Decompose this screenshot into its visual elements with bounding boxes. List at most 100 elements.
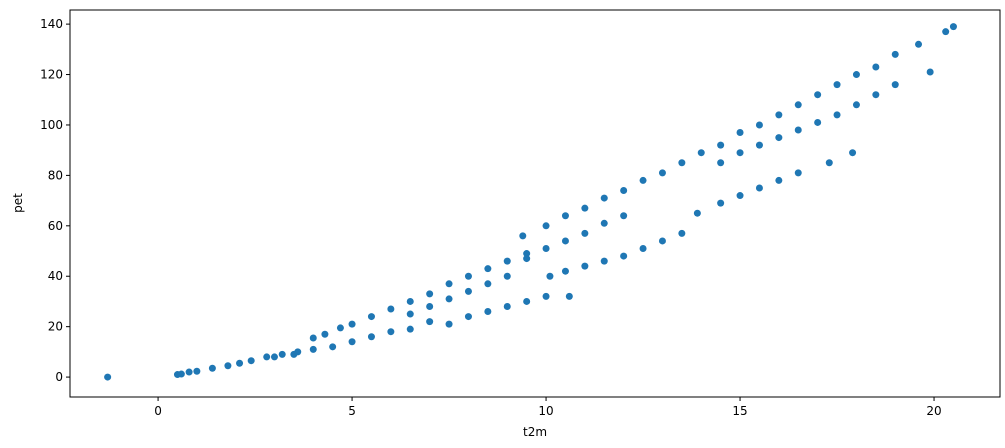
point bbox=[270, 353, 278, 361]
point bbox=[367, 313, 375, 321]
point bbox=[717, 199, 725, 207]
point bbox=[464, 313, 472, 321]
point bbox=[367, 333, 375, 341]
point bbox=[193, 367, 201, 375]
point bbox=[290, 350, 298, 358]
point bbox=[336, 324, 344, 332]
point bbox=[620, 187, 628, 195]
point bbox=[104, 373, 112, 381]
point bbox=[775, 176, 783, 184]
point bbox=[658, 237, 666, 245]
point bbox=[236, 359, 244, 367]
point bbox=[736, 129, 744, 137]
point bbox=[717, 141, 725, 149]
point bbox=[581, 262, 589, 270]
point bbox=[600, 257, 608, 265]
point bbox=[561, 267, 569, 275]
point bbox=[697, 149, 705, 157]
y-tick-label: 20 bbox=[48, 320, 63, 334]
point bbox=[484, 280, 492, 288]
point bbox=[775, 111, 783, 119]
point bbox=[484, 265, 492, 273]
y-tick-label: 120 bbox=[40, 68, 63, 82]
point bbox=[208, 364, 216, 372]
point bbox=[177, 370, 185, 378]
point bbox=[849, 149, 857, 157]
point bbox=[523, 255, 531, 263]
point bbox=[321, 330, 329, 338]
point bbox=[263, 353, 271, 361]
point bbox=[926, 68, 934, 76]
point bbox=[445, 280, 453, 288]
point bbox=[852, 101, 860, 109]
y-tick-label: 60 bbox=[48, 219, 63, 233]
y-tick-label: 140 bbox=[40, 17, 63, 31]
point bbox=[620, 252, 628, 260]
point bbox=[519, 232, 527, 240]
point bbox=[309, 345, 317, 353]
point bbox=[639, 176, 647, 184]
point bbox=[503, 302, 511, 310]
point bbox=[348, 320, 356, 328]
point bbox=[717, 159, 725, 167]
point bbox=[658, 169, 666, 177]
point bbox=[426, 302, 434, 310]
point bbox=[775, 134, 783, 142]
x-tick-label: 5 bbox=[348, 404, 356, 418]
y-tick-label: 0 bbox=[55, 370, 63, 384]
point bbox=[581, 204, 589, 212]
point bbox=[348, 338, 356, 346]
point bbox=[852, 71, 860, 79]
point bbox=[891, 81, 899, 89]
point bbox=[523, 297, 531, 305]
point bbox=[825, 159, 833, 167]
point bbox=[426, 318, 434, 326]
point bbox=[755, 141, 763, 149]
point bbox=[915, 40, 923, 48]
point bbox=[503, 257, 511, 265]
point bbox=[445, 320, 453, 328]
point bbox=[736, 149, 744, 157]
point bbox=[565, 292, 573, 300]
point bbox=[755, 121, 763, 129]
x-tick-label: 10 bbox=[538, 404, 553, 418]
point bbox=[639, 245, 647, 253]
point bbox=[794, 101, 802, 109]
y-tick-label: 80 bbox=[48, 168, 63, 182]
point bbox=[872, 91, 880, 99]
point bbox=[949, 23, 957, 31]
point bbox=[464, 287, 472, 295]
y-axis-label: pet bbox=[11, 193, 25, 213]
x-tick-label: 20 bbox=[926, 404, 941, 418]
point bbox=[872, 63, 880, 71]
point bbox=[600, 194, 608, 202]
point bbox=[542, 245, 550, 253]
point bbox=[484, 308, 492, 316]
point bbox=[693, 209, 701, 217]
point bbox=[185, 368, 193, 376]
point bbox=[464, 272, 472, 280]
point bbox=[426, 290, 434, 298]
point bbox=[600, 219, 608, 227]
x-tick-label: 0 bbox=[154, 404, 162, 418]
point bbox=[561, 237, 569, 245]
plot-frame bbox=[69, 9, 1001, 398]
point bbox=[814, 118, 822, 126]
point bbox=[546, 272, 554, 280]
point bbox=[406, 325, 414, 333]
point bbox=[891, 50, 899, 58]
point bbox=[678, 159, 686, 167]
point bbox=[833, 111, 841, 119]
point bbox=[942, 28, 950, 36]
point bbox=[678, 229, 686, 237]
point bbox=[833, 81, 841, 89]
point bbox=[794, 169, 802, 177]
point bbox=[523, 250, 531, 258]
point bbox=[278, 350, 286, 358]
x-tick-label: 15 bbox=[732, 404, 747, 418]
point bbox=[406, 297, 414, 305]
point bbox=[542, 292, 550, 300]
point bbox=[561, 212, 569, 220]
y-tick-label: 40 bbox=[48, 269, 63, 283]
